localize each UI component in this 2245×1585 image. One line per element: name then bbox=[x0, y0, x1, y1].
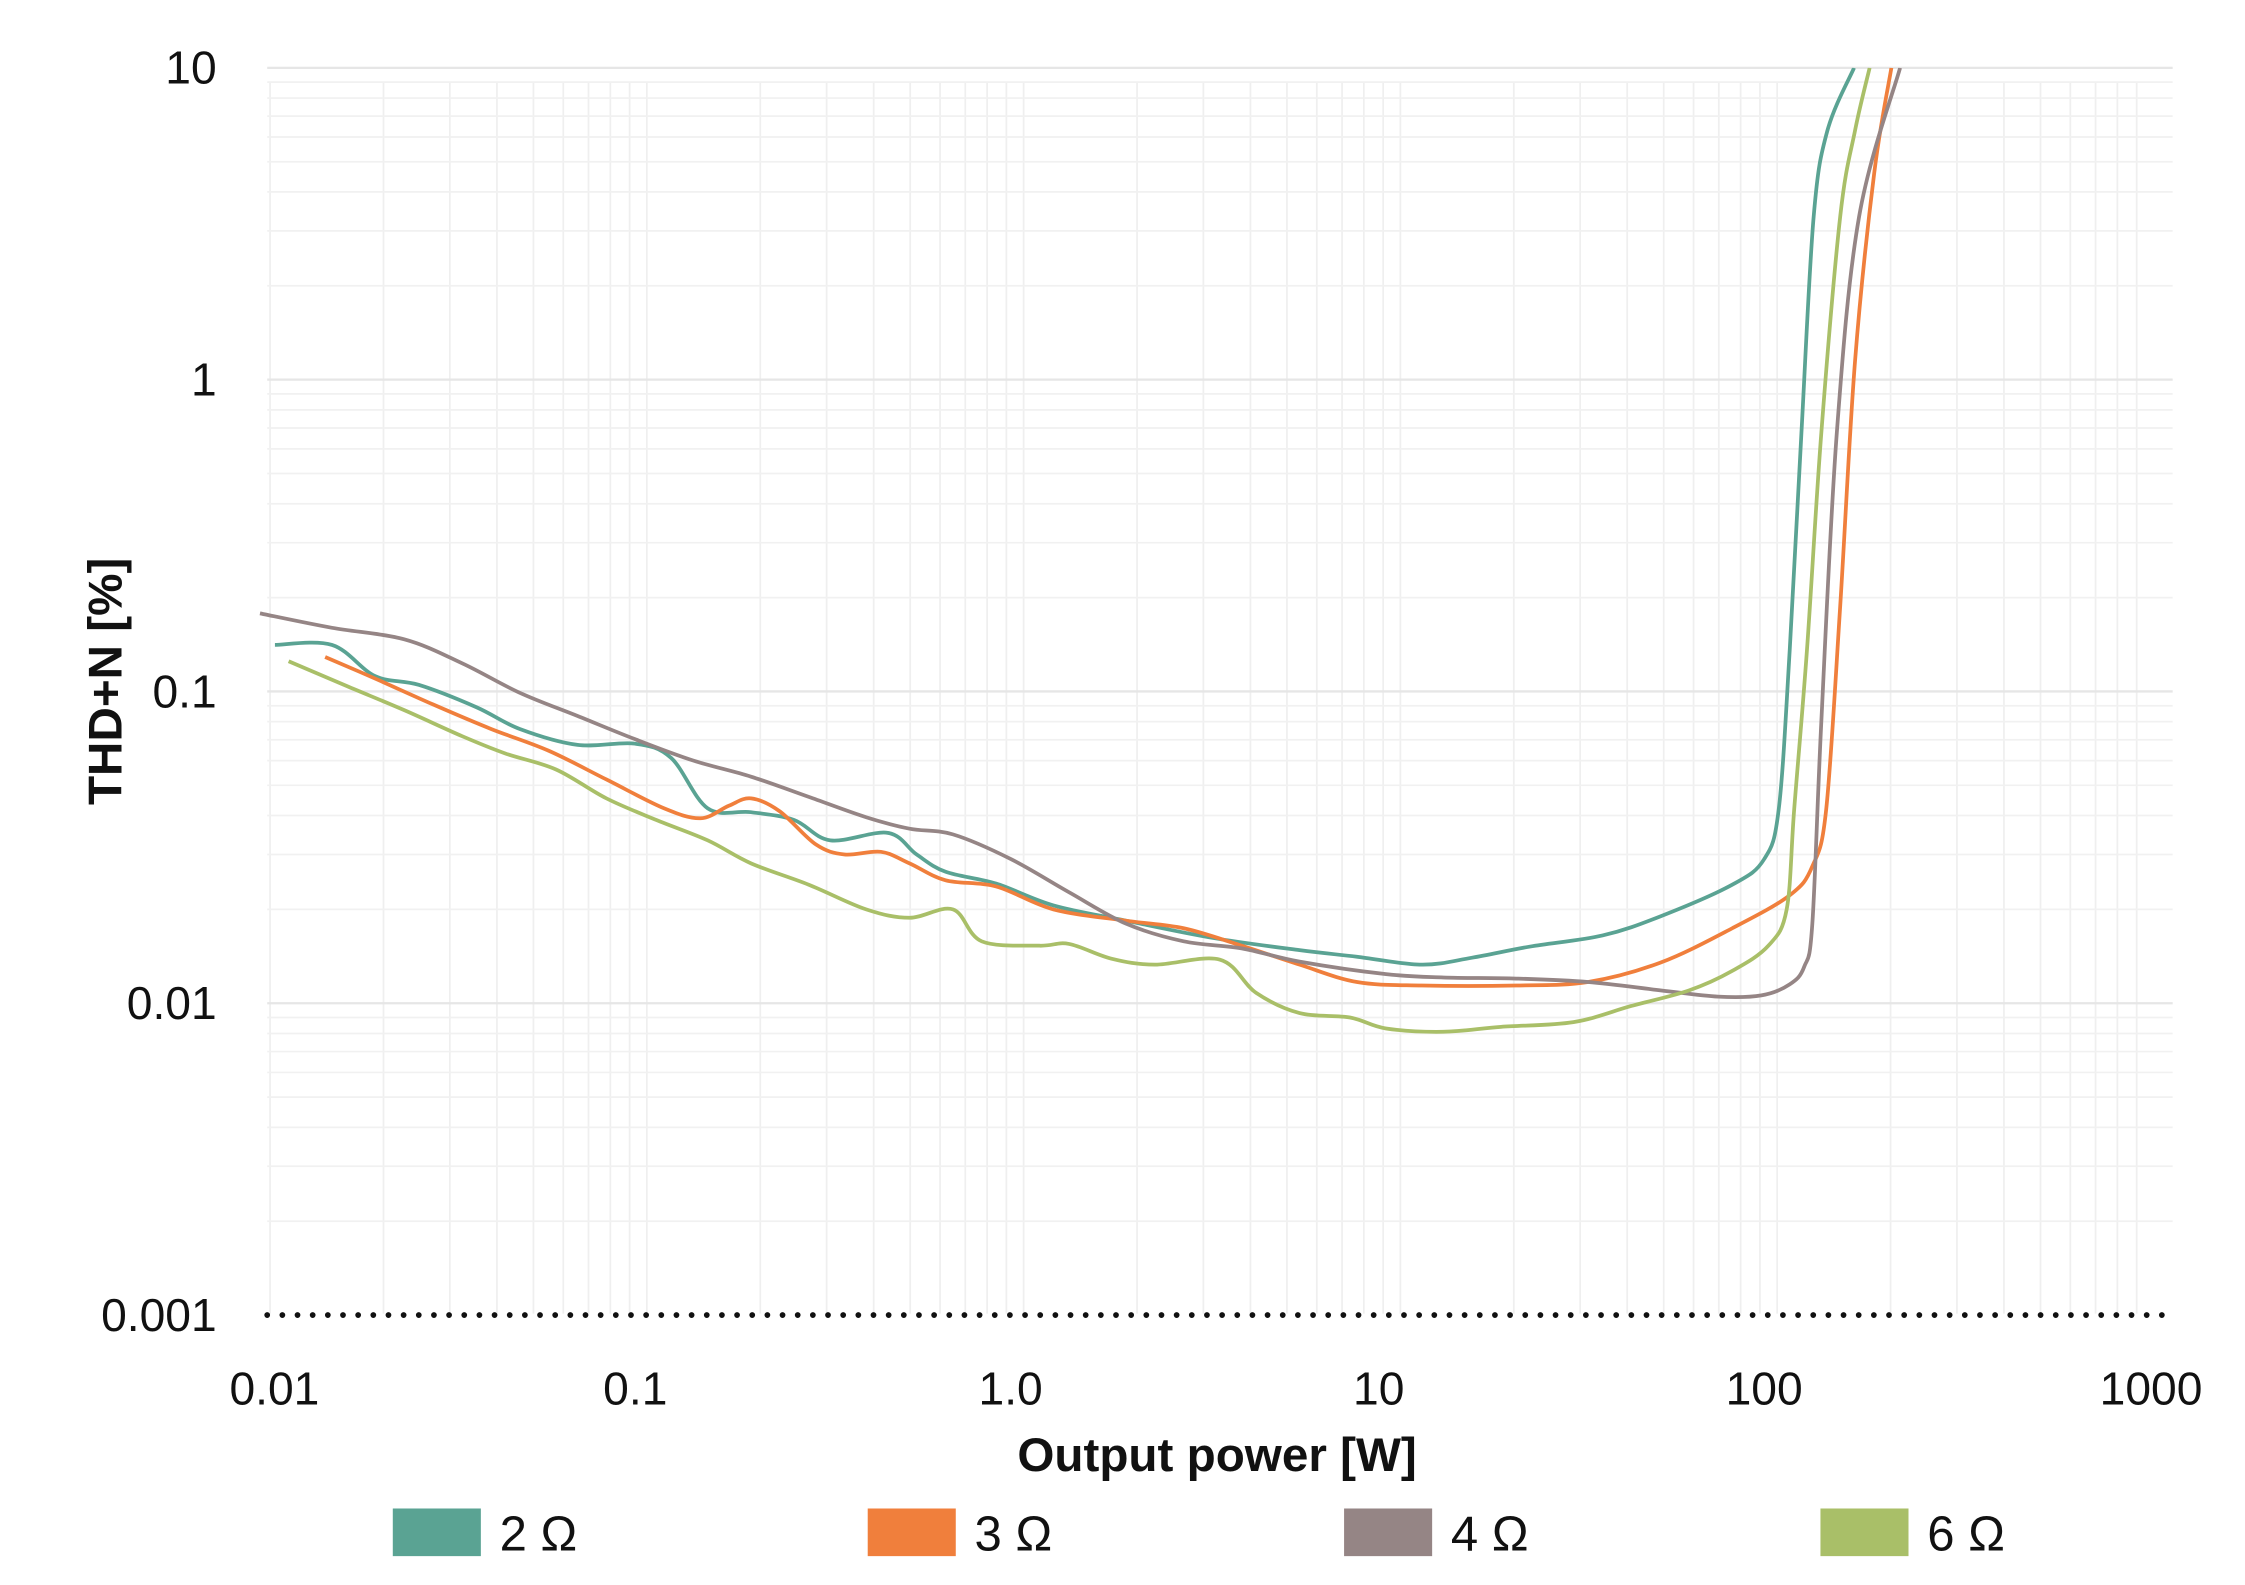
x-tick-label: 0.1 bbox=[603, 1363, 667, 1415]
y-axis-title: THD+N [%] bbox=[79, 558, 132, 805]
legend-item: 3 Ω bbox=[867, 1507, 1053, 1561]
x-tick-label: 10 bbox=[1353, 1363, 1404, 1415]
legend-item: 4 Ω bbox=[1344, 1507, 1529, 1561]
y-tick-label: 1 bbox=[191, 354, 217, 406]
legend-label: 6 Ω bbox=[1927, 1507, 2005, 1561]
legend-item: 6 Ω bbox=[1820, 1507, 2005, 1561]
legend-swatch bbox=[867, 1508, 956, 1557]
series-line-1 bbox=[324, 67, 1894, 988]
legend-item: 2 Ω bbox=[392, 1507, 578, 1561]
x-tick-labels: 0.01 0.1 1.0 10 100 1000 bbox=[229, 1363, 2202, 1415]
legend-swatch bbox=[392, 1508, 481, 1557]
series-line-0 bbox=[274, 67, 1856, 967]
legend-label: 2 Ω bbox=[500, 1507, 578, 1561]
legend-label: 4 Ω bbox=[1451, 1507, 1529, 1561]
y-tick-label: 0.01 bbox=[127, 977, 217, 1029]
y-tick-label: 10 bbox=[165, 42, 216, 94]
y-tick-label: 0.1 bbox=[152, 665, 216, 717]
series-lines bbox=[259, 67, 1902, 1034]
x-tick-label: 100 bbox=[1726, 1363, 1803, 1415]
grid bbox=[264, 66, 2176, 1318]
series-line-3 bbox=[287, 67, 1872, 1034]
legend-label: 3 Ω bbox=[975, 1507, 1053, 1561]
x-tick-label: 1.0 bbox=[979, 1363, 1043, 1415]
x-tick-label: 0.01 bbox=[229, 1363, 319, 1415]
legend-swatch bbox=[1344, 1508, 1433, 1557]
legend-swatch bbox=[1820, 1508, 1909, 1557]
legend: 2 Ω 3 Ω 4 Ω 6 Ω bbox=[392, 1507, 2005, 1561]
y-tick-labels: 10 1 0.1 0.01 0.001 bbox=[101, 42, 217, 1341]
y-tick-label: 0.001 bbox=[101, 1289, 217, 1341]
x-axis-title: Output power [W] bbox=[1017, 1429, 1416, 1482]
series-line-2 bbox=[259, 67, 1902, 1000]
x-tick-label: 1000 bbox=[2100, 1363, 2203, 1415]
